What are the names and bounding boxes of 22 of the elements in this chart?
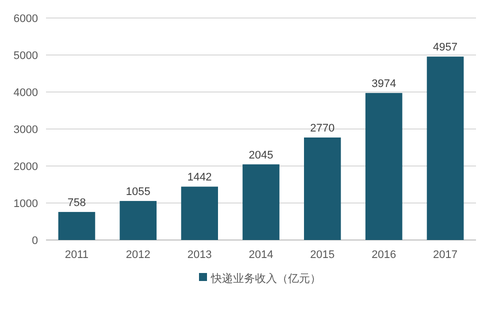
x-tick-label: 2017 xyxy=(433,249,458,261)
data-label: 1442 xyxy=(187,172,212,184)
x-tick-label: 2016 xyxy=(372,249,396,261)
legend-label: 快递业务收入（亿元） xyxy=(210,272,321,285)
y-tick-label: 1000 xyxy=(14,198,38,210)
data-label: 3974 xyxy=(372,78,396,90)
y-tick-label: 3000 xyxy=(14,124,38,136)
x-tick-label: 2012 xyxy=(126,249,150,261)
y-tick-label: 4000 xyxy=(14,87,38,99)
data-label: 4957 xyxy=(433,42,458,54)
x-tick-label: 2015 xyxy=(310,249,335,261)
y-tick-label: 2000 xyxy=(14,161,38,173)
x-tick-label: 2011 xyxy=(64,249,89,261)
x-tick-label: 2014 xyxy=(248,249,274,261)
y-tick-label: 5000 xyxy=(14,50,38,62)
y-tick-label: 0 xyxy=(32,235,38,247)
data-label: 1055 xyxy=(126,186,150,198)
data-label: 2045 xyxy=(248,149,274,162)
data-label: 758 xyxy=(68,196,86,209)
data-label: 2770 xyxy=(310,122,335,135)
x-tick-label: 2013 xyxy=(187,249,212,261)
y-tick-label: 6000 xyxy=(14,13,38,25)
